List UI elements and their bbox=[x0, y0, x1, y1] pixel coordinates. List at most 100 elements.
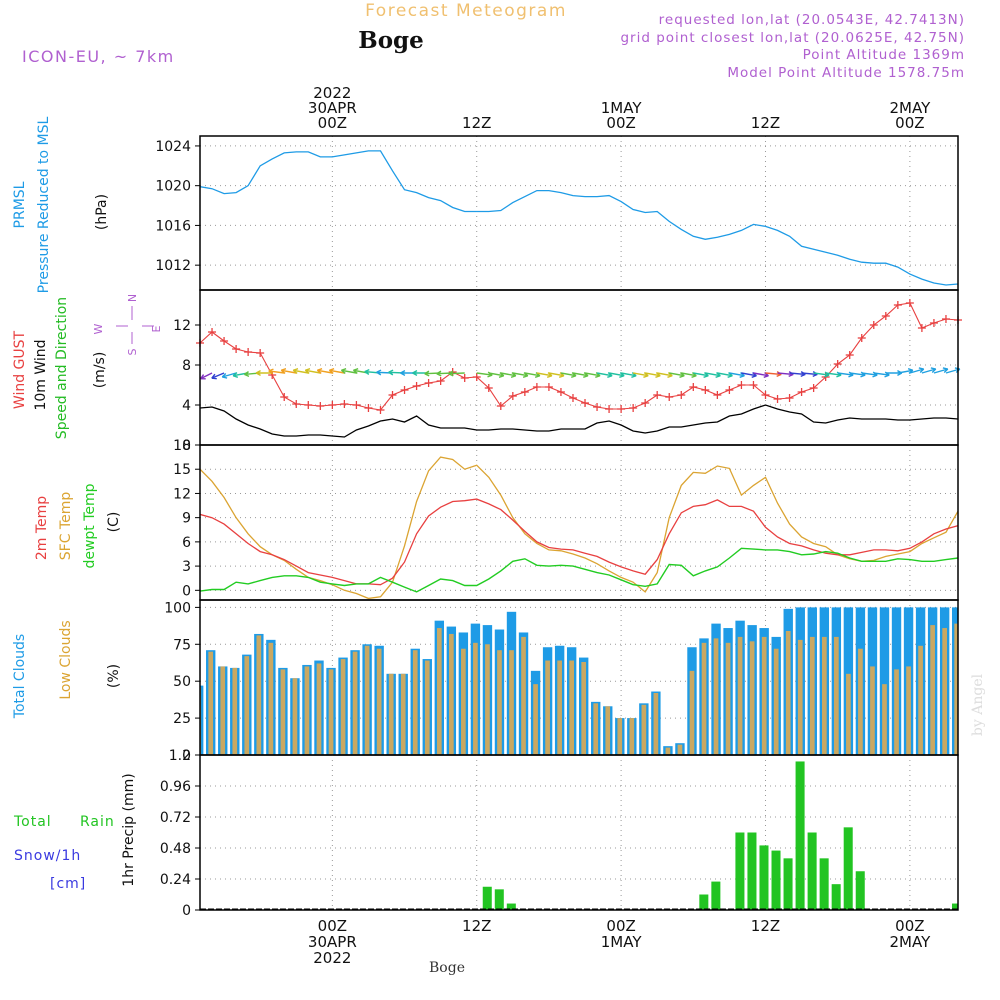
wind-direction-arrow bbox=[572, 372, 589, 378]
gust-marker bbox=[568, 394, 577, 402]
rain-bar bbox=[711, 881, 721, 910]
wind-direction-arrow bbox=[340, 368, 357, 374]
model-label: ICON-EU, ~ 7km bbox=[22, 47, 175, 66]
total-clouds-bar bbox=[200, 685, 204, 755]
low-clouds-bar bbox=[448, 633, 454, 755]
top-time-label: 30APR bbox=[308, 99, 357, 117]
gust-marker bbox=[809, 384, 818, 392]
gust-marker bbox=[701, 386, 710, 394]
wind-panel: 0 4 8 12 bbox=[173, 289, 962, 454]
low-clouds-bar bbox=[232, 667, 238, 755]
panel-frame bbox=[199, 444, 959, 601]
low-clouds-bar bbox=[870, 666, 875, 755]
low-clouds-bar bbox=[834, 636, 839, 755]
wind-direction-arrow bbox=[584, 372, 601, 378]
low-clouds-bar bbox=[737, 636, 743, 755]
gust-marker bbox=[388, 391, 397, 399]
precip-panel: 0 0.24 0.48 0.72 0.96 1.2 bbox=[160, 748, 959, 919]
gust-marker bbox=[785, 394, 794, 402]
gust-marker bbox=[929, 319, 938, 327]
low-clouds-bar bbox=[545, 660, 550, 755]
gust-marker bbox=[833, 360, 842, 368]
low-clouds-bar bbox=[918, 645, 923, 755]
low-clouds-bar bbox=[376, 648, 382, 755]
temp2m-label: 2m Temp bbox=[34, 496, 50, 560]
y-tick-label: 0.48 bbox=[160, 841, 191, 857]
gust-label: Wind GUST bbox=[12, 330, 28, 409]
low-clouds-bar bbox=[268, 642, 274, 755]
wind-direction-arrow bbox=[669, 372, 685, 378]
wind-direction-arrow bbox=[524, 372, 541, 378]
speed-direction-label: Speed and Direction bbox=[54, 297, 70, 439]
gust-marker bbox=[917, 324, 926, 332]
total-label: Total bbox=[13, 814, 52, 830]
y-tick-label: 0 bbox=[182, 583, 191, 599]
footer-location: Boge bbox=[429, 960, 465, 976]
wind-label: 10m Wind bbox=[33, 339, 49, 410]
gust-marker bbox=[737, 381, 746, 389]
rain-bar bbox=[795, 761, 805, 910]
low-clouds-bar bbox=[677, 744, 683, 755]
low-clouds-bar bbox=[292, 678, 298, 755]
pressure-label-1: PRMSL bbox=[12, 181, 28, 228]
gust-marker bbox=[412, 382, 421, 390]
gust-marker bbox=[316, 402, 325, 410]
y-tick-label: 1016 bbox=[155, 218, 191, 234]
y-tick-label: 4 bbox=[182, 398, 191, 414]
clouds-unit: (%) bbox=[106, 664, 122, 688]
y-tick-label: 6 bbox=[182, 535, 191, 551]
bottom-time-label: 1MAY bbox=[601, 933, 643, 951]
gust-marker bbox=[472, 373, 481, 381]
wind-direction-arrow bbox=[328, 368, 345, 374]
wind-direction-arrow bbox=[620, 372, 637, 378]
bottom-time-label: 00Z bbox=[895, 917, 924, 935]
rain-bar bbox=[951, 903, 958, 910]
low-clouds-bar bbox=[617, 718, 623, 755]
wind-direction-arrow bbox=[657, 372, 673, 378]
y-tick-label: 1020 bbox=[155, 179, 191, 195]
gust-marker bbox=[665, 393, 674, 401]
low-clouds-bar bbox=[701, 642, 707, 755]
y-tick-label: 0.96 bbox=[160, 779, 191, 795]
low-clouds-bar bbox=[653, 693, 659, 755]
wind-direction-arrow bbox=[292, 368, 309, 374]
low-clouds-bar bbox=[316, 663, 322, 755]
low-clouds-bar bbox=[665, 747, 671, 755]
wind-direction-arrow bbox=[741, 372, 757, 378]
rain-bar bbox=[807, 832, 817, 910]
y-tick-label: 1024 bbox=[155, 139, 191, 155]
dewpt-line bbox=[200, 547, 958, 593]
gust-marker bbox=[725, 386, 734, 394]
gust-marker bbox=[941, 315, 950, 323]
top-time-label: 2MAY bbox=[889, 99, 931, 117]
wind-direction-arrow bbox=[548, 372, 565, 378]
gust-marker bbox=[713, 391, 722, 399]
low-clouds-bar bbox=[328, 669, 334, 755]
wind-direction-arrow bbox=[645, 372, 661, 378]
gust-marker bbox=[376, 406, 385, 414]
rain-bar bbox=[735, 832, 745, 910]
gust-marker bbox=[677, 391, 686, 399]
snow-unit-label: [cm] bbox=[50, 876, 86, 892]
bottom-time-label: 2MAY bbox=[889, 933, 931, 951]
gust-marker bbox=[508, 392, 517, 400]
gust-marker bbox=[532, 383, 541, 391]
gust-marker bbox=[857, 334, 866, 342]
total-clouds-label: Total Clouds bbox=[12, 634, 28, 719]
top-time-label: 00Z bbox=[606, 114, 635, 132]
low-clouds-bar bbox=[954, 623, 958, 755]
y-tick-label: 75 bbox=[173, 637, 191, 653]
compass-s: S bbox=[126, 348, 139, 355]
gust-marker bbox=[280, 393, 289, 401]
low-clouds-bar bbox=[942, 628, 947, 755]
credit: by Angel bbox=[970, 673, 986, 736]
low-clouds-bar bbox=[581, 662, 587, 755]
y-tick-label: 1.2 bbox=[169, 748, 191, 764]
low-clouds-bar bbox=[304, 666, 310, 755]
gust-marker bbox=[484, 384, 493, 392]
y-tick-label: 8 bbox=[182, 358, 191, 374]
gust-marker bbox=[364, 404, 373, 412]
low-clouds-bar bbox=[725, 642, 731, 755]
low-clouds-bar bbox=[749, 641, 755, 755]
